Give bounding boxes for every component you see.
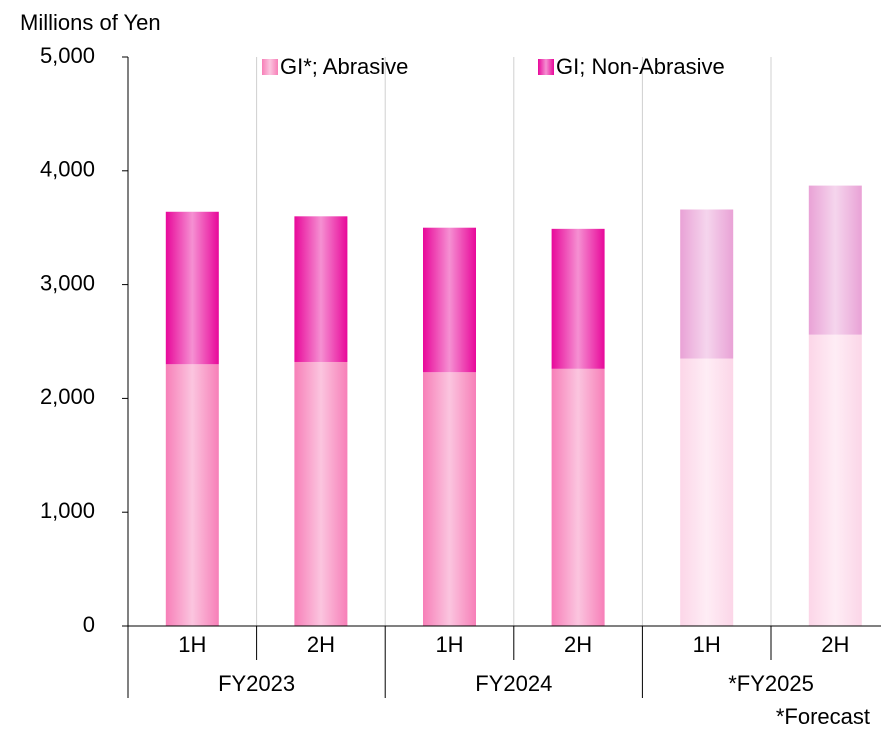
bar-segment xyxy=(165,211,219,365)
y-tick-label: 4,000 xyxy=(40,157,95,182)
y-axis-title: Millions of Yen xyxy=(20,10,161,35)
bar-segment xyxy=(294,216,348,362)
y-tick-label: 2,000 xyxy=(40,384,95,409)
bar-segment xyxy=(680,209,734,359)
footnote: *Forecast xyxy=(776,704,870,729)
bar-segment xyxy=(808,334,862,626)
y-tick-label: 0 xyxy=(83,612,95,637)
bar-segment xyxy=(294,361,348,626)
bar-segment xyxy=(808,185,862,335)
x-tick-label: 2H xyxy=(307,632,335,657)
legend-swatch xyxy=(262,59,278,75)
bar-segment xyxy=(165,364,219,626)
legend-label: GI*; Abrasive xyxy=(280,54,408,79)
x-tick-label: 1H xyxy=(693,632,721,657)
group-label: FY2023 xyxy=(218,671,295,696)
x-tick-label: 2H xyxy=(564,632,592,657)
bar-segment xyxy=(551,228,605,369)
x-tick-label: 2H xyxy=(821,632,849,657)
bar-segment xyxy=(680,358,734,626)
y-tick-label: 5,000 xyxy=(40,43,95,68)
y-tick-label: 3,000 xyxy=(40,270,95,295)
bar-segment xyxy=(423,227,476,373)
legend-swatch xyxy=(538,59,554,75)
x-tick-label: 1H xyxy=(178,632,206,657)
group-label: *FY2025 xyxy=(728,671,814,696)
bar-segment xyxy=(423,372,476,626)
x-tick-label: 1H xyxy=(435,632,463,657)
group-label: FY2024 xyxy=(475,671,552,696)
legend-label: GI; Non-Abrasive xyxy=(556,54,725,79)
y-tick-label: 1,000 xyxy=(40,498,95,523)
bar-segment xyxy=(551,368,605,626)
